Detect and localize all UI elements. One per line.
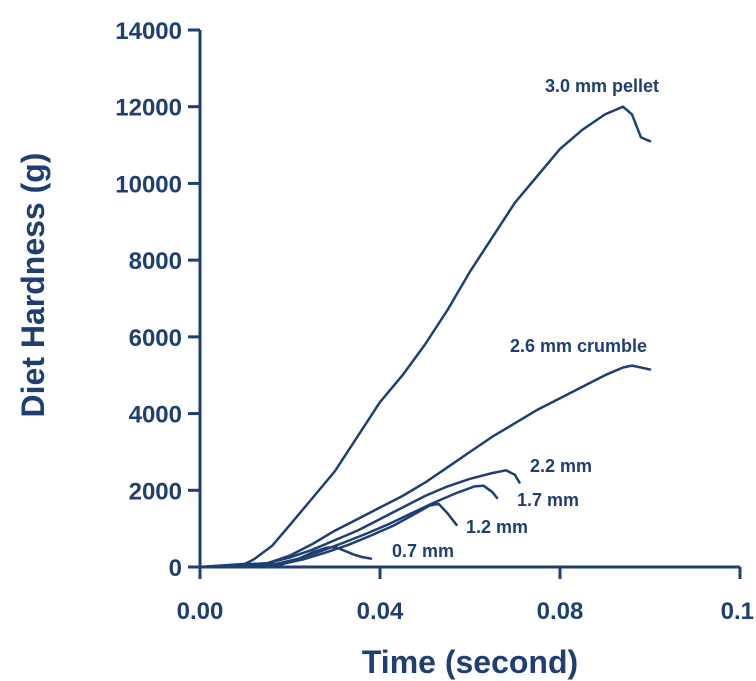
- y-tick-label: 4000: [129, 402, 182, 429]
- y-tick-label: 10000: [115, 171, 182, 198]
- axes-layer: 0 2000 4000 6000 8000 10000 12000 14000 0.00 0.04…: [115, 18, 754, 625]
- series-label: 2.2 mm: [530, 456, 592, 476]
- y-tick-label: 6000: [129, 325, 182, 352]
- series-label: 0.7 mm: [392, 541, 454, 561]
- x-tick-label: 0.08: [537, 598, 584, 625]
- y-axis-title: Diet Hardness (g): [15, 153, 51, 418]
- y-tick-label: 0: [169, 555, 182, 582]
- series-line-1: [198, 364, 652, 569]
- x-axis-title: Time (second): [362, 644, 578, 680]
- series-layer: [198, 105, 652, 569]
- series-line-5: [198, 545, 373, 569]
- series-line-0: [198, 105, 652, 569]
- y-tick-label: 8000: [129, 248, 182, 275]
- y-tick-label: 14000: [115, 18, 182, 45]
- series-label: 1.7 mm: [517, 490, 579, 510]
- series-label: 1.2 mm: [466, 517, 528, 537]
- series-line-4: [198, 502, 458, 569]
- x-tick-label: 0.00: [177, 598, 224, 625]
- x-tick-label: 0.1: [721, 598, 754, 625]
- series-label: 2.6 mm crumble: [510, 336, 647, 356]
- labels-layer: 3.0 mm pellet 2.6 mm crumble 2.2 mm 1.7 mm 1…: [392, 76, 659, 561]
- x-tick-label: 0.04: [357, 598, 404, 625]
- series-label: 3.0 mm pellet: [545, 76, 659, 96]
- series-line-2: [198, 469, 521, 569]
- y-tick-label: 12000: [115, 95, 182, 122]
- y-tick-label: 2000: [129, 478, 182, 505]
